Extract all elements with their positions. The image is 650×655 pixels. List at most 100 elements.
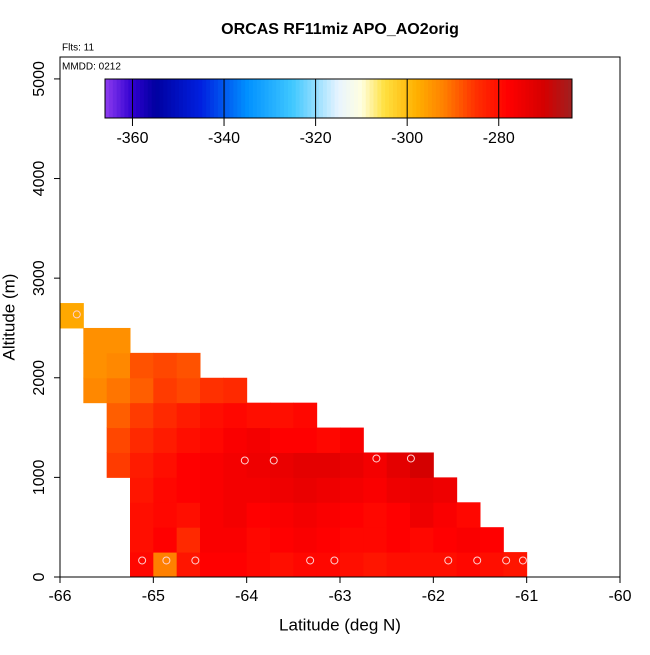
heat-cell <box>176 477 201 503</box>
heat-cell <box>246 452 271 478</box>
heat-cell <box>410 552 434 578</box>
heat-cell <box>270 427 294 453</box>
heat-cell <box>130 527 154 553</box>
x-tick-label: -61 <box>515 588 538 605</box>
y-tick-label: 1000 <box>31 459 48 495</box>
heat-cell <box>130 452 154 478</box>
heat-cell <box>223 477 248 503</box>
heat-cell <box>340 527 364 553</box>
heat-cell <box>223 527 248 553</box>
flight-point <box>162 556 171 565</box>
colorbar-swatch <box>412 79 417 118</box>
colorbar-swatch <box>400 79 406 118</box>
colorbar-swatch <box>194 79 199 118</box>
colorbar-swatch <box>459 79 464 118</box>
heat-cell <box>386 527 411 553</box>
x-tick-label: -60 <box>608 588 631 605</box>
colorbar-swatch <box>498 79 503 118</box>
heat-cell <box>176 427 201 453</box>
colorbar-tick-label: -340 <box>208 130 240 147</box>
colorbar-swatch <box>128 79 133 118</box>
flight-point <box>330 556 339 565</box>
colorbar-swatch <box>463 79 468 118</box>
colorbar-swatch <box>284 79 289 118</box>
heat-cell <box>270 527 294 553</box>
heat-cell <box>410 477 434 503</box>
colorbar-swatch <box>435 79 441 118</box>
heat-cell <box>246 402 271 429</box>
heat-cell <box>83 377 108 404</box>
heat-cell <box>340 427 364 453</box>
heat-cell <box>153 377 178 404</box>
x-tick-label: -64 <box>235 588 258 605</box>
colorbar-swatch <box>373 79 378 118</box>
heat-cell <box>456 502 481 528</box>
colorbar-swatch <box>342 79 347 118</box>
colorbar-swatch <box>182 79 188 118</box>
colorbar-swatch <box>299 79 304 118</box>
colorbar-swatch <box>210 79 215 118</box>
heat-cell <box>503 552 528 578</box>
heat-cell <box>200 402 224 429</box>
colorbar-swatch <box>525 79 530 118</box>
heat-cell <box>293 427 318 453</box>
heat-cell <box>223 377 248 404</box>
colorbar-swatch <box>544 79 550 118</box>
colorbar-swatch <box>229 79 234 118</box>
colorbar-swatch <box>241 79 246 118</box>
heat-cell <box>410 502 434 528</box>
heat-cell <box>223 402 248 429</box>
colorbar-swatch <box>536 79 542 118</box>
colorbar-swatch <box>424 79 429 118</box>
heat-cell <box>363 527 388 553</box>
colorbar-swatch <box>155 79 160 118</box>
colorbar-swatch <box>474 79 480 118</box>
colorbar-swatch <box>482 79 487 118</box>
heat-cell <box>386 502 411 528</box>
colorbar-swatch <box>295 79 301 118</box>
colorbar-swatch <box>248 79 254 118</box>
colorbar-swatch <box>213 79 219 118</box>
heat-cell <box>293 502 318 528</box>
colorbar-swatch <box>521 79 526 118</box>
colorbar-swatch <box>381 79 386 118</box>
colorbar-swatch <box>470 79 476 118</box>
x-tick-label: -66 <box>48 588 71 605</box>
colorbar-swatch <box>564 79 569 118</box>
heat-cell <box>480 552 504 578</box>
colorbar-swatch <box>568 79 573 118</box>
flight-point <box>372 454 381 463</box>
colorbar-swatch <box>287 79 293 118</box>
flight-point <box>306 556 315 565</box>
heat-cell <box>200 477 224 503</box>
colorbar-swatch <box>509 79 515 118</box>
colorbar-swatch <box>140 79 145 118</box>
heat-cell <box>480 527 504 553</box>
y-tick-label: 5000 <box>31 61 48 97</box>
colorbar-swatch <box>365 79 371 118</box>
heat-cell <box>386 552 411 578</box>
colorbar-swatch <box>385 79 390 118</box>
colorbar-tick-label: -320 <box>300 130 332 147</box>
colorbar-swatch <box>369 79 375 118</box>
heat-cell <box>153 402 178 429</box>
heat-cell <box>153 502 178 528</box>
heat-cell <box>83 352 108 379</box>
colorbar-swatch <box>163 79 168 118</box>
colorbar-swatch <box>280 79 285 118</box>
x-tick-label: -65 <box>142 588 165 605</box>
colorbar-swatch <box>186 79 192 118</box>
heat-cell <box>106 377 131 404</box>
heat-cell <box>106 402 131 429</box>
heat-cell <box>316 552 341 578</box>
heat-cell <box>246 552 271 578</box>
heat-cell <box>200 552 224 578</box>
heat-cell <box>176 352 201 379</box>
heat-cell <box>176 377 201 404</box>
heat-cell <box>130 402 154 429</box>
flight-point <box>406 454 415 463</box>
colorbar-swatch <box>357 79 363 118</box>
colorbar-swatch <box>120 79 125 118</box>
colorbar-swatch <box>276 79 281 118</box>
heat-cell <box>293 477 318 503</box>
